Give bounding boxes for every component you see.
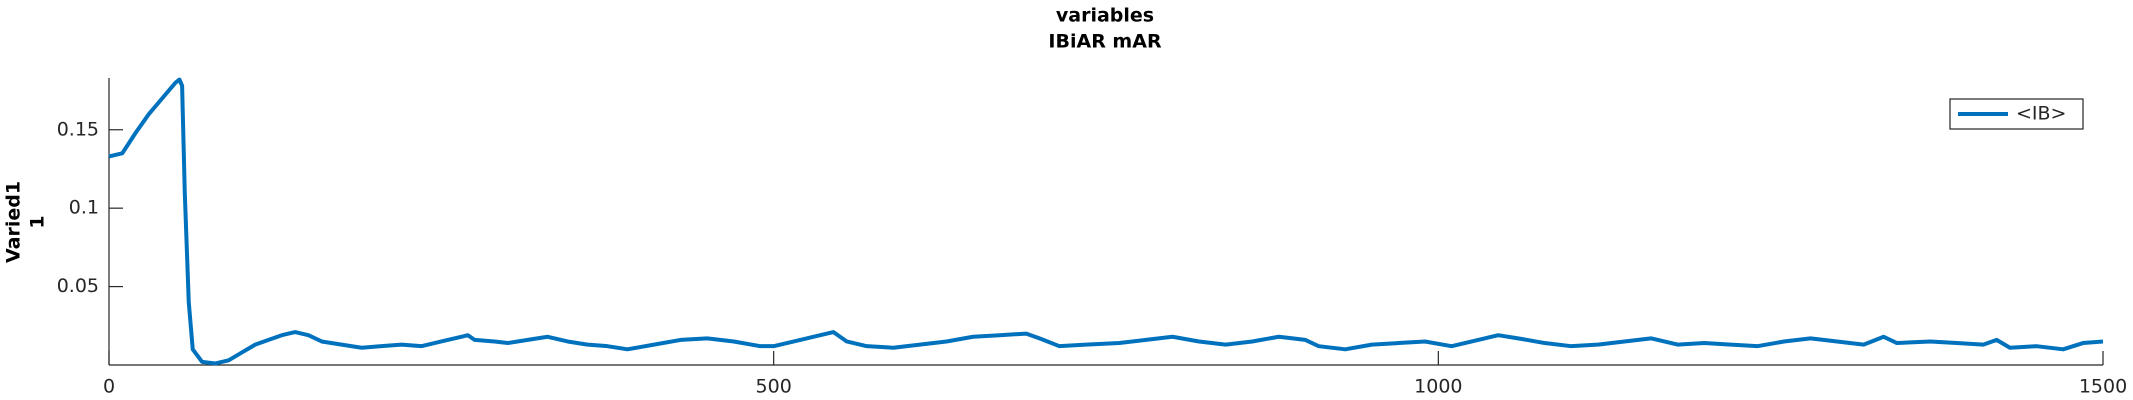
y-axis-label: Varied1 bbox=[3, 181, 25, 263]
x-tick-label: 500 bbox=[756, 376, 792, 398]
chart-title: variables bbox=[1056, 5, 1154, 27]
chart-subtitle: IBiAR mAR bbox=[1048, 31, 1162, 53]
x-tick-label: 0 bbox=[103, 376, 115, 398]
y-tick-label: 0.1 bbox=[69, 197, 99, 219]
y-axis-label: 1 bbox=[27, 215, 49, 228]
y-tick-label: 0.05 bbox=[57, 275, 99, 297]
y-tick-label: 0.15 bbox=[57, 118, 99, 140]
legend-box bbox=[1949, 98, 2084, 130]
x-tick-label: 1000 bbox=[1414, 376, 1462, 398]
data-line bbox=[108, 77, 2104, 366]
x-tick-label: 1500 bbox=[2079, 376, 2127, 398]
legend-label: <IB> bbox=[2016, 103, 2066, 125]
